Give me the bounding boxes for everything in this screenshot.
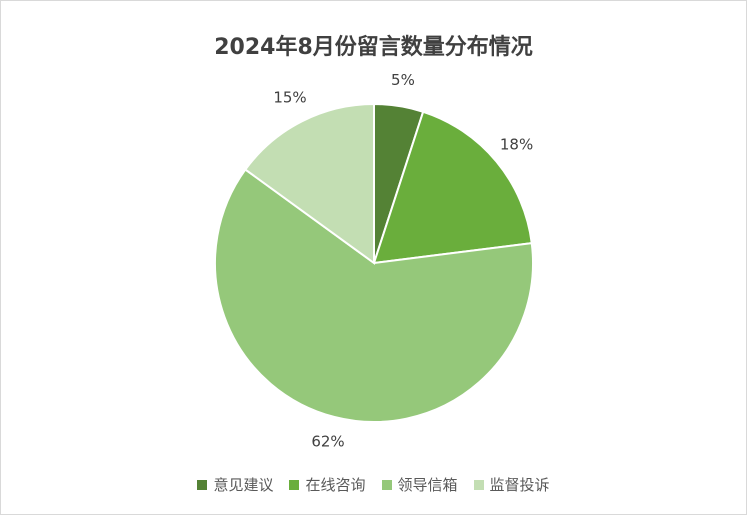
pie-slice-4 xyxy=(243,102,375,265)
legend-label-1: 意见建议 xyxy=(213,476,274,494)
data-label-3: 62% xyxy=(311,433,344,451)
data-label-4: 15% xyxy=(273,89,306,107)
legend-label-4: 监督投诉 xyxy=(489,476,550,494)
chart-title: 2024年8月份留言数量分布情况 xyxy=(214,35,533,60)
legend-item-2: 在线咨询 xyxy=(289,474,366,495)
legend-swatch-3 xyxy=(381,479,392,490)
legend-swatch-4 xyxy=(473,479,484,490)
data-label-2: 18% xyxy=(500,136,533,154)
pie-slice-3 xyxy=(214,168,534,423)
legend-swatch-1 xyxy=(197,479,208,490)
legend-item-3: 领导信箱 xyxy=(381,474,458,495)
pie-slice-2 xyxy=(372,110,533,265)
legend-item-1: 意见建议 xyxy=(197,474,273,495)
data-label-1: 5% xyxy=(391,71,415,89)
legend-swatch-2 xyxy=(289,479,300,490)
legend-label-2: 在线咨询 xyxy=(305,476,366,494)
legend-label-3: 领导信箱 xyxy=(397,476,458,494)
chart-legend: 意见建议 在线咨询 领导信箱 监督投诉 xyxy=(1,474,746,495)
legend-item-4: 监督投诉 xyxy=(473,474,550,495)
